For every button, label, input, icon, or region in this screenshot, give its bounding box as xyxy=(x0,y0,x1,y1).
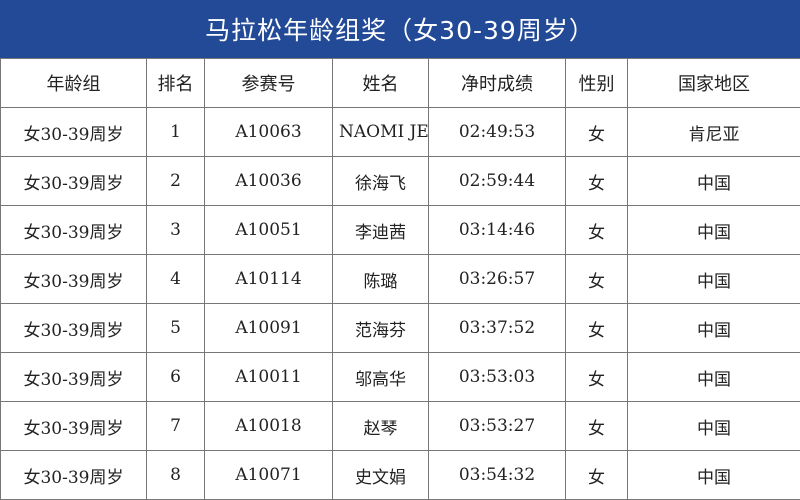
table-row: 女30-39周岁 4 A10114 陈璐 03:26:57 女中国 xyxy=(0,254,800,304)
cell-country: 中国 xyxy=(627,156,800,206)
cell-gender: 女 xyxy=(565,352,628,402)
table-row: 女30-39周岁 5 A10091 范海芬 03:37:52 女中国 xyxy=(0,303,800,353)
cell-name: 范海芬 xyxy=(332,303,429,353)
table-row: 女30-39周岁 3 A10051 李迪茜 03:14:46 女中国 xyxy=(0,205,800,255)
cell-age-group: 女30-39周岁 xyxy=(0,156,147,206)
cell-country: 肯尼亚 xyxy=(627,107,800,157)
cell-rank: 5 xyxy=(146,303,205,353)
cell-rank: 4 xyxy=(146,254,205,304)
cell-gender: 女 xyxy=(565,450,628,500)
cell-net-time: 02:59:44 xyxy=(428,156,566,206)
cell-age-group: 女30-39周岁 xyxy=(0,303,147,353)
header-row: 年龄组 排名 参赛号 姓名 净时成绩 性别 国家地区 xyxy=(0,58,800,108)
cell-rank: 8 xyxy=(146,450,205,500)
cell-gender: 女 xyxy=(565,205,628,255)
cell-name: 陈璐 xyxy=(332,254,429,304)
cell-name: 徐海飞 xyxy=(332,156,429,206)
cell-rank: 3 xyxy=(146,205,205,255)
cell-bib: A10114 xyxy=(204,254,333,304)
cell-bib: A10036 xyxy=(204,156,333,206)
cell-gender: 女 xyxy=(565,401,628,451)
cell-bib: A10051 xyxy=(204,205,333,255)
cell-country: 中国 xyxy=(627,352,800,402)
col-rank: 排名 xyxy=(146,58,205,108)
cell-gender: 女 xyxy=(565,107,628,157)
cell-gender: 女 xyxy=(565,254,628,304)
col-gender: 性别 xyxy=(565,58,628,108)
cell-name: NAOMI JEI xyxy=(332,107,429,157)
cell-country: 中国 xyxy=(627,401,800,451)
cell-net-time: 03:53:27 xyxy=(428,401,566,451)
cell-net-time: 03:37:52 xyxy=(428,303,566,353)
cell-gender: 女 xyxy=(565,303,628,353)
cell-age-group: 女30-39周岁 xyxy=(0,205,147,255)
cell-country: 中国 xyxy=(627,205,800,255)
cell-age-group: 女30-39周岁 xyxy=(0,450,147,500)
table-row: 女30-39周岁 1 A10063 NAOMI JEI 02:49:53 女肯尼亚 xyxy=(0,107,800,157)
table-row: 女30-39周岁 7 A10018 赵琴 03:53:27 女中国 xyxy=(0,401,800,451)
cell-name: 李迪茜 xyxy=(332,205,429,255)
cell-net-time: 03:14:46 xyxy=(428,205,566,255)
cell-rank: 6 xyxy=(146,352,205,402)
col-age-group: 年龄组 xyxy=(0,58,147,108)
col-name: 姓名 xyxy=(332,58,429,108)
cell-net-time: 02:49:53 xyxy=(428,107,566,157)
cell-bib: A10063 xyxy=(204,107,333,157)
cell-age-group: 女30-39周岁 xyxy=(0,352,147,402)
cell-gender: 女 xyxy=(565,156,628,206)
cell-bib: A10018 xyxy=(204,401,333,451)
cell-name: 邬高华 xyxy=(332,352,429,402)
cell-rank: 1 xyxy=(146,107,205,157)
table-row: 女30-39周岁 2 A10036 徐海飞 02:59:44 女中国 xyxy=(0,156,800,206)
cell-name: 史文娟 xyxy=(332,450,429,500)
col-bib: 参赛号 xyxy=(204,58,333,108)
cell-rank: 2 xyxy=(146,156,205,206)
cell-bib: A10091 xyxy=(204,303,333,353)
col-country: 国家地区 xyxy=(627,58,800,108)
cell-net-time: 03:54:32 xyxy=(428,450,566,500)
cell-age-group: 女30-39周岁 xyxy=(0,401,147,451)
results-table: 年龄组 排名 参赛号 姓名 净时成绩 性别 国家地区 女30-39周岁 1 A100… xyxy=(0,58,800,500)
col-net-time: 净时成绩 xyxy=(428,58,566,108)
cell-country: 中国 xyxy=(627,303,800,353)
table-row: 女30-39周岁 8 A10071 史文娟 03:54:32 女中国 xyxy=(0,450,800,500)
table-title: 马拉松年龄组奖（女30-39周岁） xyxy=(0,0,800,58)
cell-country: 中国 xyxy=(627,254,800,304)
cell-country: 中国 xyxy=(627,450,800,500)
cell-bib: A10071 xyxy=(204,450,333,500)
cell-net-time: 03:26:57 xyxy=(428,254,566,304)
cell-bib: A10011 xyxy=(204,352,333,402)
cell-rank: 7 xyxy=(146,401,205,451)
table-row: 女30-39周岁 6 A10011 邬高华 03:53:03 女中国 xyxy=(0,352,800,402)
cell-age-group: 女30-39周岁 xyxy=(0,254,147,304)
cell-net-time: 03:53:03 xyxy=(428,352,566,402)
cell-name: 赵琴 xyxy=(332,401,429,451)
cell-age-group: 女30-39周岁 xyxy=(0,107,147,157)
